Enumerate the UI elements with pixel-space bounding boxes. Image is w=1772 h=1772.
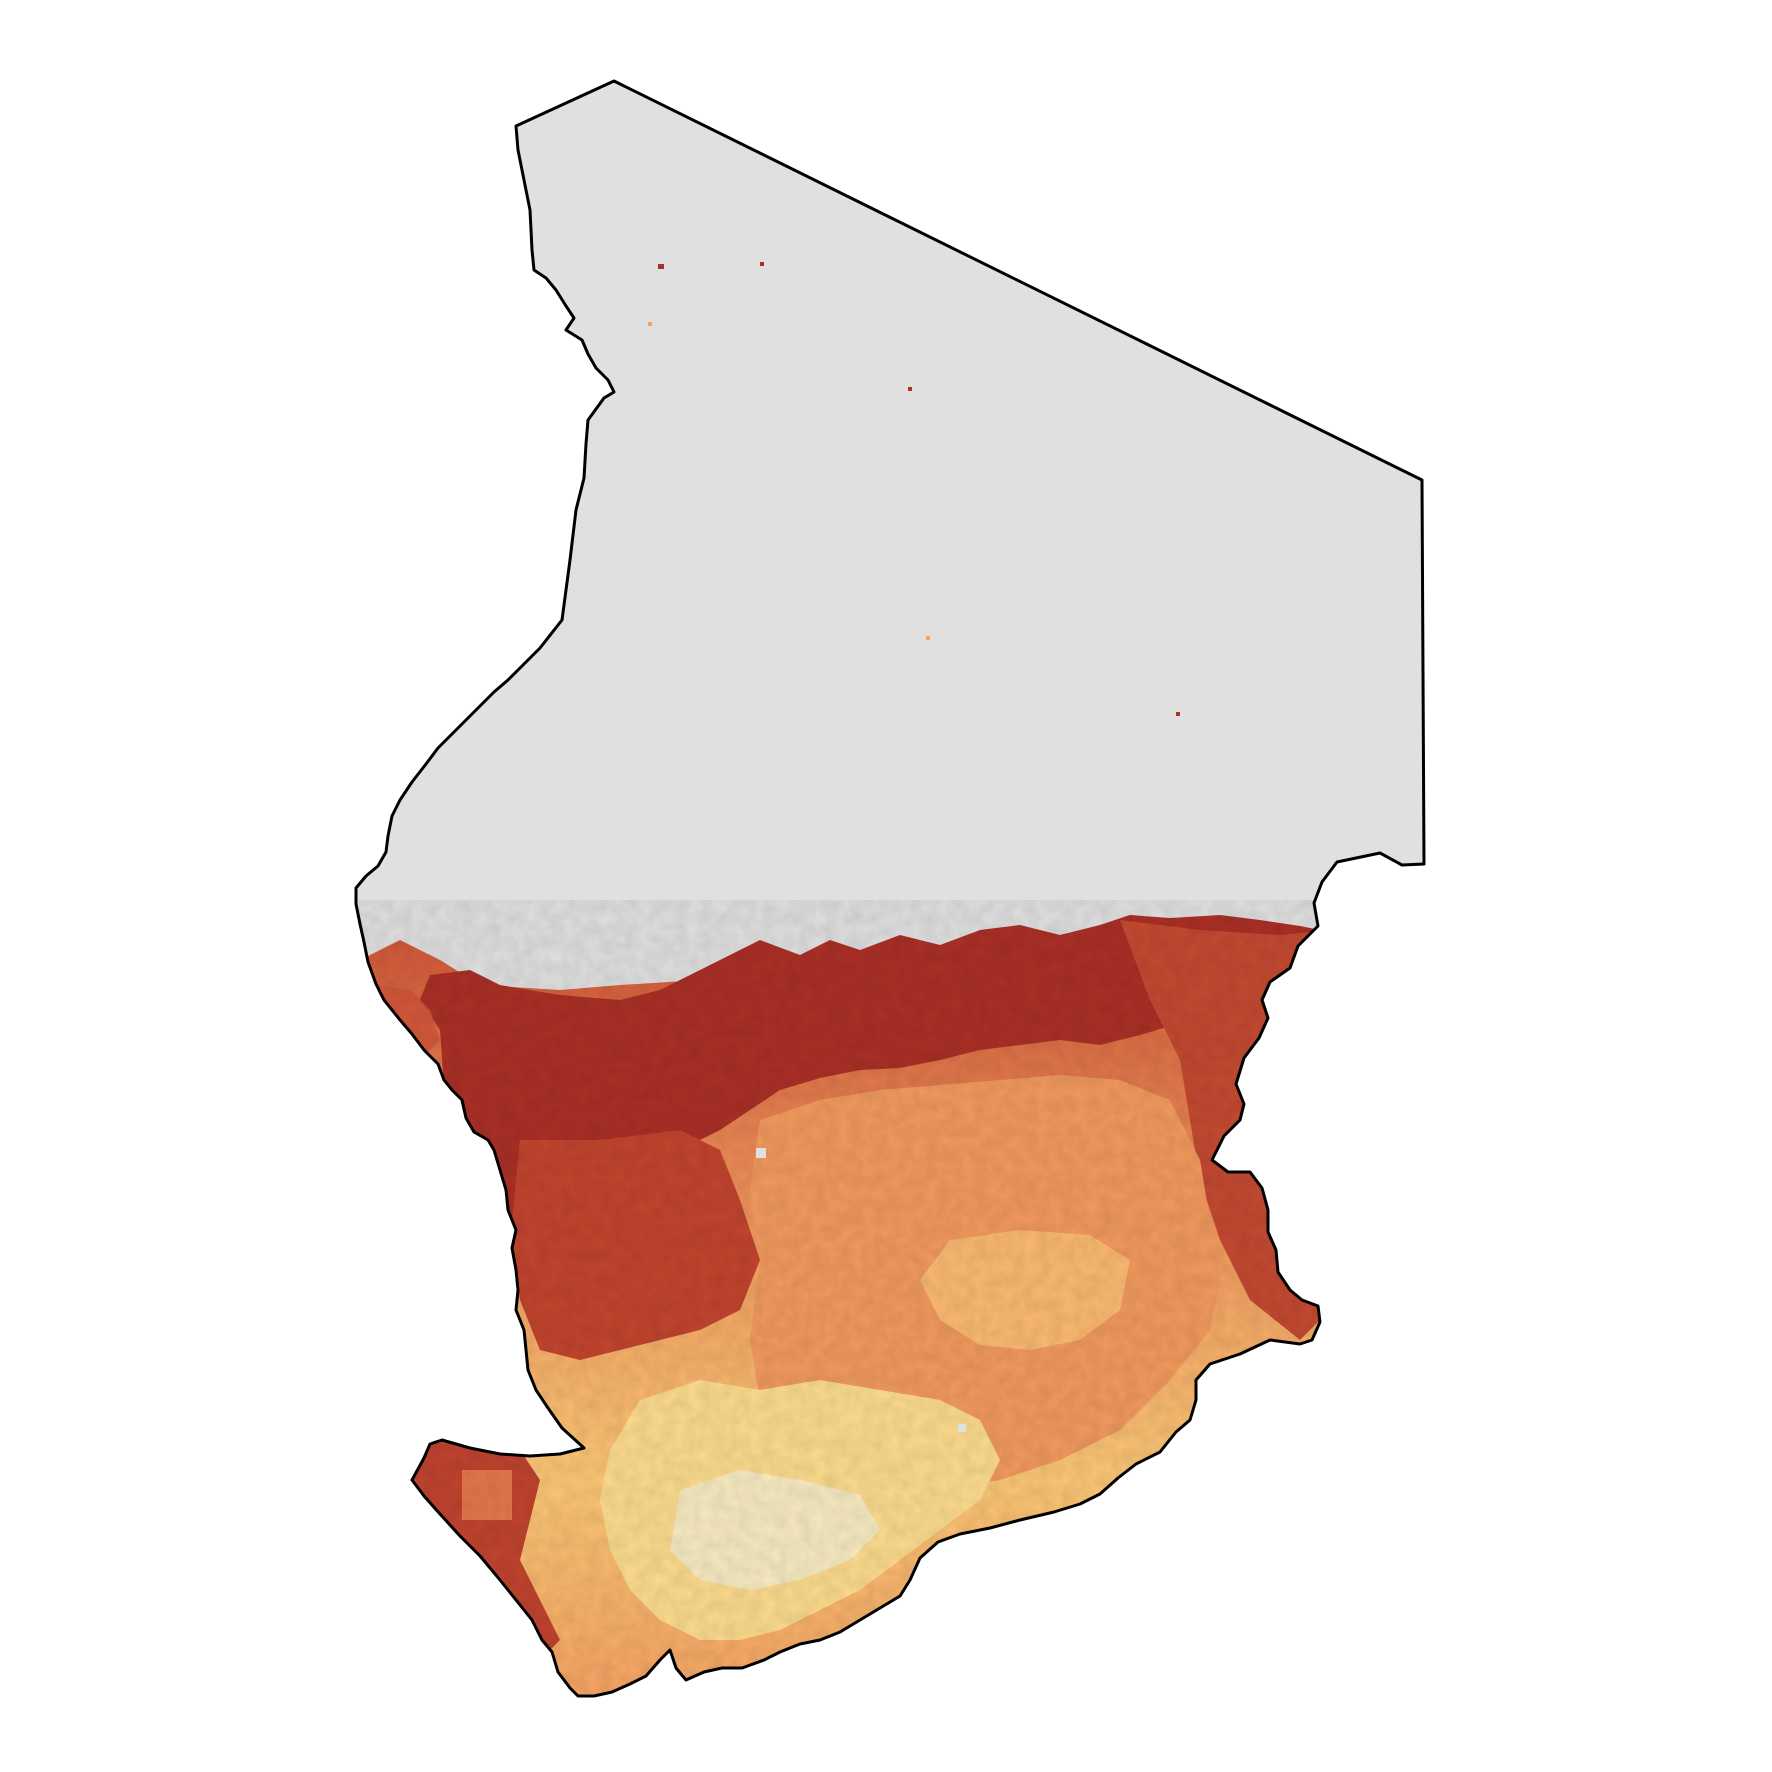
raster-layer xyxy=(356,81,1424,1696)
grain-overlay xyxy=(356,900,1424,1696)
isolated-pixels xyxy=(648,262,1180,1432)
